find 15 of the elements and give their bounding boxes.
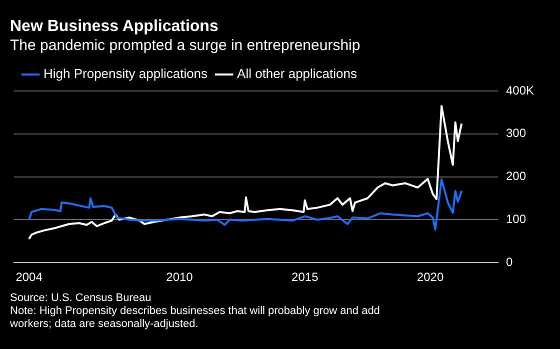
x-tick-label: 2010 [166,270,194,284]
y-tick-label: 100 [506,212,526,226]
source-note: Source: U.S. Census Bureau [10,292,152,305]
legend-label: High Propensity applications [44,66,208,82]
x-tick-label: 2004 [16,270,43,284]
y-tick-label: 400K [506,83,534,98]
chart-subtitle: The pandemic prompted a surge in entrepreneurship [10,37,362,54]
x-tick-label: 2020 [416,270,444,284]
x-tick-label: 2015 [292,270,319,284]
y-tick-label: 200 [506,169,526,184]
chart-title: New Business Applications [10,18,220,36]
text: Note: High Propensity describes businesses that will probably grow and add workers; data are seasonally-adjusted. [10,305,381,331]
y-tick-label: 0 [506,254,513,269]
legend-label: All other applications [237,66,358,82]
y-tick-label: 300 [506,126,526,140]
